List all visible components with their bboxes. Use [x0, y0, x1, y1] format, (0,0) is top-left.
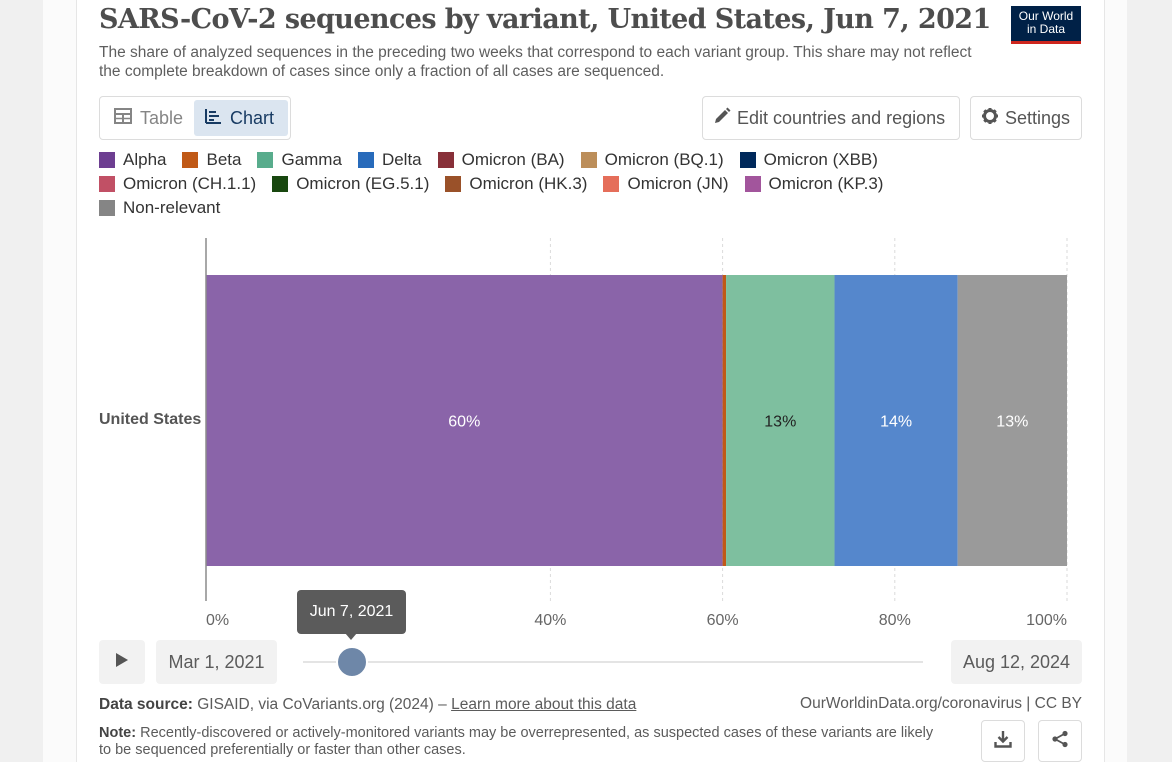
bar-segment [834, 275, 958, 566]
legend-swatch [744, 176, 761, 192]
legend-item[interactable]: Non-relevant [99, 198, 220, 218]
data-label: 60% [448, 414, 480, 431]
legend-swatch [99, 200, 115, 216]
chart-note: Note: Recently-discovered or actively-mo… [99, 725, 939, 759]
tab-chart-label: Chart [230, 107, 275, 128]
legend-item[interactable]: Omicron (EG.5.1) [272, 174, 429, 194]
timeline-end-date[interactable]: Aug 12, 2024 [951, 640, 1082, 684]
play-icon [115, 652, 129, 673]
tooltip-arrow [345, 633, 357, 640]
share-button[interactable] [1038, 720, 1082, 762]
legend-label: Delta [381, 150, 422, 169]
legend-label: Omicron (CH.1.1) [123, 174, 257, 193]
x-tick-label: 60% [707, 612, 739, 629]
x-tick-label: 80% [879, 612, 911, 629]
credit-link[interactable]: OurWorldinData.org/coronavirus | CC BY [800, 695, 1082, 712]
legend-row: Omicron (CH.1.1) Omicron (EG.5.1) Omicron … [99, 172, 999, 196]
tab-table-label: Table [140, 107, 184, 128]
share-icon [1051, 730, 1069, 753]
data-source-text: GISAID, via CoVariants.org (2024) – [192, 696, 452, 713]
bar-segment [957, 275, 1067, 566]
owid-logo[interactable]: Our World in Data [1011, 6, 1081, 44]
table-icon [114, 107, 132, 129]
chart-title: SARS-CoV-2 sequences by variant, United … [99, 4, 991, 35]
legend-item[interactable]: Omicron (KP.3) [744, 174, 884, 194]
legend-swatch [437, 152, 454, 168]
tab-table[interactable]: Table [104, 100, 192, 136]
data-label: 13% [996, 414, 1028, 431]
gear-icon [981, 107, 999, 130]
legend-item[interactable]: Beta [182, 150, 241, 170]
logo-line-1: Our World [1018, 9, 1074, 23]
settings-button[interactable]: Settings [970, 96, 1082, 140]
legend-label: Omicron (EG.5.1) [296, 174, 430, 193]
legend-swatch [182, 152, 199, 168]
y-category-label: United States [99, 411, 202, 428]
legend-swatch [257, 152, 274, 168]
timeline-current-date: Jun 7, 2021 [297, 590, 406, 634]
logo-line-2: in Data [1026, 22, 1066, 36]
bar-segment [726, 275, 835, 566]
legend-label: Non-relevant [123, 198, 221, 217]
legend-label: Alpha [123, 150, 167, 169]
legend-item[interactable]: Omicron (HK.3) [445, 174, 587, 194]
legend-label: Omicron (KP.3) [768, 174, 884, 193]
chart-subtitle: The share of analyzed sequences in the p… [99, 44, 972, 80]
x-tick-label: 40% [534, 612, 566, 629]
legend-label: Omicron (XBB) [763, 150, 878, 169]
bar-segment [206, 275, 723, 566]
download-button[interactable] [981, 720, 1025, 762]
legend-swatch [739, 152, 756, 168]
data-source-label: Data source: [99, 696, 193, 713]
legend-label: Omicron (JN) [627, 174, 729, 193]
edit-countries-button[interactable]: Edit countries and regions [702, 96, 960, 140]
legend-item[interactable]: Omicron (CH.1.1) [99, 174, 256, 194]
legend-item[interactable]: Omicron (JN) [603, 174, 729, 194]
download-icon [994, 730, 1012, 753]
legend-item[interactable]: Gamma [257, 150, 342, 170]
data-label: 13% [764, 414, 796, 431]
note-text: Recently-discovered or actively-monitore… [99, 725, 934, 758]
view-tabs: Table Chart [99, 96, 291, 140]
edit-countries-label: Edit countries and regions [737, 107, 946, 128]
note-label: Note: [99, 725, 137, 741]
legend-swatch [603, 176, 620, 192]
timeline-handle[interactable] [336, 646, 368, 678]
legend-label: Gamma [281, 150, 342, 169]
timeline-track[interactable] [303, 661, 923, 663]
chart-legend: Alpha Beta Gamma Delta Omicron (BA) Omicron (… [99, 148, 999, 220]
legend-swatch [580, 152, 597, 168]
legend-item[interactable]: Delta [357, 150, 422, 170]
legend-item[interactable]: Alpha [99, 150, 166, 170]
legend-swatch [99, 152, 115, 168]
legend-row: Non-relevant [99, 196, 999, 220]
timeline-start-date[interactable]: Mar 1, 2021 [156, 640, 277, 684]
pencil-icon [713, 107, 731, 130]
bar-segment [722, 275, 727, 566]
legend-label: Omicron (HK.3) [469, 174, 588, 193]
legend-label: Omicron (BQ.1) [604, 150, 724, 169]
legend-swatch [99, 176, 115, 192]
play-button[interactable] [99, 640, 145, 684]
data-source: Data source: GISAID, via CoVariants.org … [99, 696, 636, 714]
data-label: 14% [880, 414, 912, 431]
legend-item[interactable]: Omicron (BA) [437, 150, 565, 170]
legend-label: Beta [206, 150, 242, 169]
legend-swatch [357, 152, 374, 168]
x-tick-label: 100% [1026, 612, 1067, 629]
learn-more-link[interactable]: Learn more about this data [451, 696, 637, 713]
x-tick-label: 0% [206, 612, 229, 629]
legend-row: Alpha Beta Gamma Delta Omicron (BA) Omicron (… [99, 148, 999, 172]
legend-label: Omicron (BA) [461, 150, 565, 169]
chart-icon [204, 108, 222, 129]
settings-label: Settings [1005, 107, 1071, 128]
legend-swatch [445, 176, 462, 192]
legend-item[interactable]: Omicron (BQ.1) [580, 150, 724, 170]
legend-item[interactable]: Omicron (XBB) [739, 150, 878, 170]
legend-swatch [272, 176, 289, 192]
tab-chart[interactable]: Chart [194, 100, 288, 136]
